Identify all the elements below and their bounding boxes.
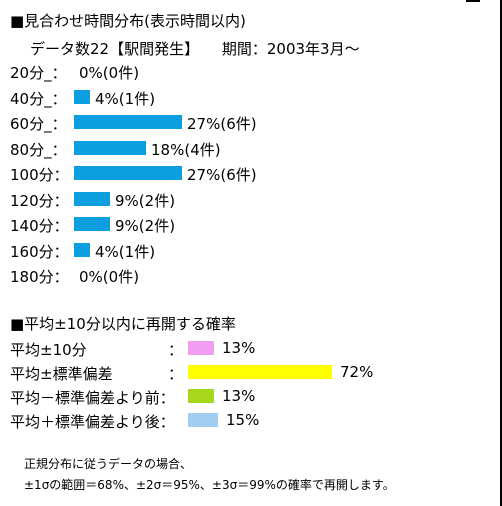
probability-bar bbox=[188, 341, 214, 355]
note-line-1: 正規分布に従うデータの場合、 bbox=[24, 457, 193, 471]
corner-tick bbox=[466, 0, 480, 2]
probability-bar bbox=[188, 413, 218, 427]
probability-title: ■平均±10分以内に再開する確率 bbox=[10, 315, 236, 333]
probability-bar bbox=[188, 365, 332, 379]
distribution-category-label: 40分_： bbox=[10, 89, 67, 108]
distribution-subtitle: データ数22【駅間発生】 期間：2003年3月～ bbox=[30, 38, 360, 59]
probability-value-label: 15% bbox=[226, 411, 260, 429]
probability-value-label: 13% bbox=[222, 387, 256, 405]
probability-value-label: 72% bbox=[340, 363, 374, 381]
distribution-value-label: 9%(2件) bbox=[115, 191, 176, 210]
distribution-bar bbox=[74, 166, 182, 180]
distribution-bar bbox=[74, 217, 110, 231]
distribution-value-label: 0%(0件) bbox=[79, 64, 140, 82]
probability-category-label: 平均－標準偏差より前： bbox=[10, 389, 175, 407]
distribution-title: ■見合わせ時間分布(表示時間以内) bbox=[10, 12, 246, 30]
distribution-value-label: 4%(1件) bbox=[95, 242, 156, 261]
probability-category-label: 平均±10分 bbox=[10, 341, 87, 359]
probability-category-label: 平均＋標準偏差より後： bbox=[10, 413, 175, 431]
frame-border bbox=[500, 0, 502, 506]
distribution-value-label: 0%(0件) bbox=[79, 268, 140, 286]
probability-colon: ： bbox=[168, 365, 184, 383]
probability-category-label: 平均±標準偏差 bbox=[10, 365, 113, 383]
distribution-value-label: 27%(6件) bbox=[187, 166, 257, 184]
distribution-value-label: 4%(1件) bbox=[95, 89, 156, 108]
distribution-category-label: 180分： bbox=[10, 268, 69, 286]
probability-colon: ： bbox=[168, 341, 184, 359]
distribution-bar bbox=[74, 191, 110, 206]
distribution-bar bbox=[74, 140, 146, 155]
distribution-category-label: 80分_： bbox=[10, 140, 67, 159]
distribution-category-label: 100分： bbox=[10, 166, 69, 184]
distribution-category-label: 120分： bbox=[10, 191, 69, 210]
distribution-value-label: 9%(2件) bbox=[115, 217, 176, 235]
probability-value-label: 13% bbox=[222, 339, 256, 357]
data-count-label: データ数22【駅間発生】 bbox=[30, 40, 200, 58]
distribution-bar bbox=[74, 242, 90, 257]
distribution-category-label: 160分： bbox=[10, 242, 69, 261]
probability-bar bbox=[188, 389, 214, 403]
distribution-category-label: 20分_： bbox=[10, 64, 67, 82]
distribution-category-label: 60分_： bbox=[10, 115, 67, 133]
period-label: 期間：2003年3月～ bbox=[221, 40, 360, 58]
distribution-category-label: 140分： bbox=[10, 217, 69, 235]
distribution-bar bbox=[74, 115, 182, 129]
distribution-value-label: 18%(4件) bbox=[151, 140, 221, 159]
distribution-bar bbox=[74, 89, 90, 104]
note-line-2: ±1σの範囲＝68%、±2σ＝95%、±3σ＝99%の確率で再開します。 bbox=[24, 478, 395, 492]
distribution-value-label: 27%(6件) bbox=[187, 115, 257, 133]
